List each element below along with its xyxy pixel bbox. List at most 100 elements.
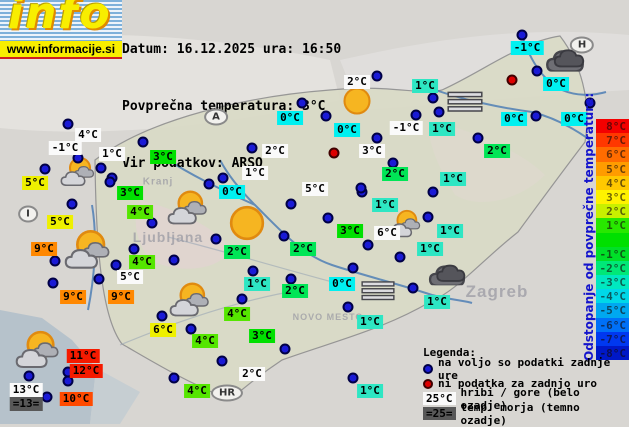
station-temp-label: 0°C [219,185,245,199]
station-dot-data-available [24,371,35,382]
station-dot-data-available [363,240,374,251]
legend-red-dot-icon [423,379,433,389]
station-temp-label: 1°C [429,122,455,136]
station-dot-data-available [169,373,180,384]
scale-title: Odstopanje od povprečne temperature: [582,119,596,361]
scale-cell: -1°C [596,247,629,261]
station-temp-label: 1°C [437,224,463,238]
station-temp-label: -1°C [511,41,544,55]
station-dot-data-available [50,256,61,267]
scale-cell: 5°C [596,162,629,176]
station-temp-label: 0°C [277,111,303,125]
info-logo-url-link[interactable]: www.informacije.si [0,41,122,57]
station-temp-label: 13°C [10,383,43,397]
scale-cell: -4°C [596,289,629,303]
station-dot-no-data [507,75,518,86]
station-temp-label: 0°C [329,277,355,291]
station-dot-data-available [96,163,107,174]
darkcloud-icon [426,256,468,289]
station-dot-data-available [111,260,122,271]
partly-icon [64,226,112,278]
station-temp-label: 0°C [543,77,569,91]
scale-cell: 6°C [596,147,629,161]
station-dot-data-available [169,255,180,266]
station-dot-data-available [186,324,197,335]
station-temp-label: 12°C [70,364,103,378]
station-dot-data-available [297,98,308,109]
station-temp-label: 0°C [501,112,527,126]
header-date-line: Datum: 16.12.2025 ura: 16:50 [122,40,341,59]
station-dot-data-available [157,311,168,322]
station-dot-data-available [218,173,229,184]
station-dot-data-available [63,119,74,130]
station-temp-label: 3°C [150,150,176,164]
station-dot-data-available [356,183,367,194]
station-temp-label: 1°C [440,172,466,186]
station-dot-no-data [329,148,340,159]
station-temp-label: 0°C [334,123,360,137]
station-temp-label: 1°C [357,315,383,329]
scale-cell: -7°C [596,332,629,346]
station-temp-label: 4°C [127,205,153,219]
station-temp-label: -1°C [390,121,423,135]
legend-item: na voljo so podatki zadnje ure [423,361,629,376]
legend-blue-dot-icon [423,364,433,374]
station-dot-data-available [138,137,149,148]
scale-cell: 7°C [596,133,629,147]
partly-icon [15,327,61,377]
station-temp-label: 3°C [359,144,385,158]
city-label: Zagreb [466,282,529,302]
scale-cell: -3°C [596,275,629,289]
country-sign-i: I [18,206,38,223]
partly-icon [169,279,211,325]
station-dot-data-available [423,212,434,223]
station-temp-label: 10°C [60,392,93,406]
station-temp-label: 1°C [99,147,125,161]
country-sign-a: A [204,109,228,126]
scale-cell: -5°C [596,303,629,317]
station-dot-data-available [211,234,222,245]
station-temp-label: 4°C [192,334,218,348]
station-dot-data-available [517,30,528,41]
city-label: NOVO MESTO [293,312,364,322]
station-temp-label: 5°C [117,270,143,284]
station-dot-data-available [129,244,140,255]
station-dot-data-available [204,179,215,190]
scale-cell: 3°C [596,190,629,204]
scale-cell: 4°C [596,176,629,190]
station-temp-label: 9°C [60,290,86,304]
scale-cell: 2°C [596,204,629,218]
sun-icon [228,204,266,246]
station-dot-data-available [279,231,290,242]
fog-icon [361,281,395,305]
fog-icon [447,91,483,117]
station-dot-data-available [343,302,354,313]
scale-cell: 1°C [596,218,629,232]
station-temp-label: 2°C [239,367,265,381]
station-dot-data-available [532,66,543,77]
station-temp-label: 2°C [262,144,288,158]
station-temp-label: 5°C [302,182,328,196]
scale-cell: -2°C [596,261,629,275]
city-label: Kranj [143,177,174,188]
station-dot-data-available [286,274,297,285]
station-dot-data-available [395,252,406,263]
station-dot-data-available [428,187,439,198]
station-dot-data-available [372,71,383,82]
station-temp-label: 3°C [337,224,363,238]
station-temp-label: 11°C [67,349,100,363]
station-temp-label: 1°C [242,166,268,180]
station-dot-data-available [94,274,105,285]
station-temp-label: 6°C [374,226,400,240]
station-temp-label: 5°C [47,215,73,229]
station-dot-data-available [247,143,258,154]
legend-hill-sample: 25°C [423,392,456,405]
station-dot-data-available [147,218,158,229]
station-temp-label: 2°C [382,167,408,181]
scale-cell [596,233,629,247]
partly-icon [167,187,209,233]
station-dot-data-available [48,278,59,289]
station-temp-label: 1°C [372,198,398,212]
